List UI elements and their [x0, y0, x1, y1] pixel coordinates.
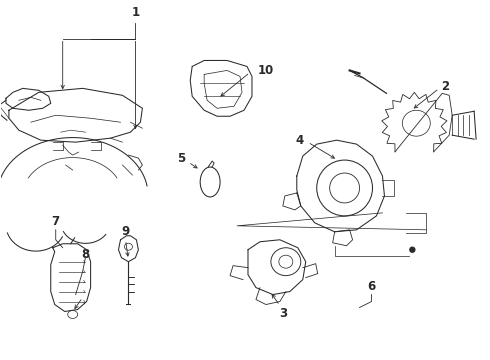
- Text: 4: 4: [295, 134, 304, 147]
- Text: 5: 5: [177, 152, 185, 165]
- Text: 1: 1: [131, 6, 140, 19]
- Text: 9: 9: [122, 225, 129, 238]
- Text: 7: 7: [51, 215, 60, 228]
- Text: 8: 8: [81, 248, 90, 261]
- Text: 6: 6: [368, 280, 376, 293]
- Circle shape: [410, 247, 415, 252]
- Text: 3: 3: [279, 306, 287, 320]
- Text: 2: 2: [441, 80, 449, 93]
- Text: 10: 10: [258, 64, 274, 77]
